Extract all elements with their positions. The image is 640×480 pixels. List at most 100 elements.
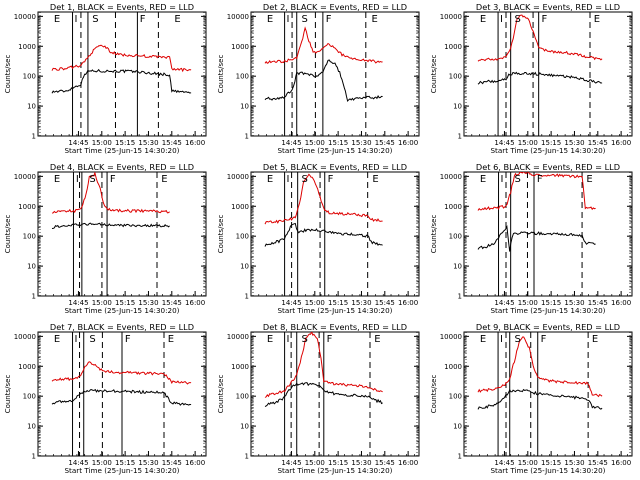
interval-marker-label: E	[480, 334, 486, 345]
plot-area: I S F E E	[465, 332, 631, 456]
y-tick-label: 1000	[18, 203, 36, 211]
interval-marker-label: F	[327, 334, 333, 345]
interval-marker-label: F	[326, 14, 332, 25]
plot-frame	[463, 11, 633, 137]
y-tick-label: 1	[32, 293, 36, 301]
x-tick-label: 15:15	[328, 459, 348, 467]
lld-series-line	[264, 173, 383, 225]
x-tick-label: 15:30	[564, 139, 584, 147]
x-tick-label: 15:15	[328, 299, 348, 307]
plot-area: I S F E E	[252, 172, 418, 296]
x-tick-label: 15:30	[564, 459, 584, 467]
x-tick-label: 15:00	[518, 459, 538, 467]
y-axis-label: Counts/sec	[217, 55, 225, 94]
interval-marker-label: S	[92, 14, 98, 25]
x-tick-label: 15:45	[162, 139, 182, 147]
y-tick-label: 1	[458, 133, 462, 141]
lld-series-line	[51, 172, 170, 214]
interval-marker-label: E	[586, 174, 592, 185]
y-tick-label: 1	[32, 133, 36, 141]
x-tick-label: 16:00	[611, 459, 631, 467]
events-series-line	[264, 382, 383, 407]
interval-marker-label: I	[500, 14, 503, 25]
x-tick-label: 14:45	[68, 299, 88, 307]
detector-panel-8: Det 8, BLACK = Events, RED = LLD Counts/s…	[217, 322, 420, 475]
interval-marker-label: I	[287, 334, 290, 345]
detector-panel-3: Det 3, BLACK = Events, RED = LLD Counts/s…	[430, 2, 633, 155]
x-tick-label: 15:30	[351, 299, 371, 307]
x-tick-label: 15:30	[138, 299, 158, 307]
y-tick-label: 10	[27, 423, 36, 431]
interval-marker-label: E	[267, 14, 273, 25]
x-tick-label: 15:45	[588, 139, 608, 147]
interval-marker-label: E	[480, 14, 486, 25]
interval-marker-label: E	[168, 334, 174, 345]
x-tick-label: 15:15	[328, 139, 348, 147]
interval-marker-label: I	[76, 174, 79, 185]
x-axis-label: Start Time (25-Jun-15 14:30:20)	[490, 306, 605, 315]
y-axis-label: Counts/sec	[430, 215, 438, 254]
y-tick-label: 10	[453, 103, 462, 111]
lld-series-line	[51, 44, 192, 73]
y-tick-label: 10000	[227, 13, 249, 21]
y-tick-label: 1000	[18, 363, 36, 371]
lld-series-line	[264, 26, 383, 64]
y-tick-label: 1	[32, 453, 36, 461]
y-tick-label: 1	[245, 133, 249, 141]
interval-marker-label: S	[514, 174, 520, 185]
panel-title: Det 1, BLACK = Events, RED = LLD	[50, 2, 194, 12]
detector-panel-9: Det 9, BLACK = Events, RED = LLD Counts/s…	[430, 322, 633, 475]
y-axis-label: Counts/sec	[217, 375, 225, 414]
y-tick-label: 100	[23, 233, 36, 241]
interval-marker-label: I	[287, 14, 290, 25]
interval-marker-label: F	[125, 334, 131, 345]
y-tick-label: 1	[245, 293, 249, 301]
y-tick-label: 1000	[231, 203, 249, 211]
y-tick-label: 1000	[444, 363, 462, 371]
interval-marker-label: S	[514, 334, 520, 345]
y-tick-label: 1000	[444, 43, 462, 51]
plot-area: I S F E E	[465, 172, 631, 296]
y-tick-label: 100	[236, 233, 249, 241]
interval-marker-label: E	[267, 334, 273, 345]
interval-marker-label: E	[174, 14, 180, 25]
x-tick-label: 15:30	[564, 299, 584, 307]
y-axis-label: Counts/sec	[430, 55, 438, 94]
events-series-line	[51, 68, 192, 94]
y-tick-label: 10	[240, 103, 249, 111]
interval-marker-label: E	[54, 334, 60, 345]
panel-title: Det 6, BLACK = Events, RED = LLD	[476, 162, 620, 172]
interval-marker-label: F	[140, 14, 146, 25]
y-tick-label: 10000	[14, 173, 36, 181]
interval-marker-label: E	[267, 174, 273, 185]
events-series-line	[477, 388, 603, 410]
x-axis-label: Start Time (25-Jun-15 14:30:20)	[490, 146, 605, 155]
x-tick-label: 16:00	[185, 139, 205, 147]
y-tick-label: 100	[449, 233, 462, 241]
events-series-line	[264, 59, 383, 103]
y-tick-label: 1000	[231, 43, 249, 51]
plot-area: I S F E E	[252, 12, 418, 136]
x-axis-label: Start Time (25-Jun-15 14:30:20)	[277, 466, 392, 475]
y-tick-label: 1	[458, 293, 462, 301]
x-tick-label: 15:15	[115, 459, 135, 467]
plot-frame	[37, 171, 207, 297]
y-tick-label: 100	[23, 73, 36, 81]
y-tick-label: 1	[458, 453, 462, 461]
lld-series-line	[477, 336, 603, 398]
interval-marker-label: F	[541, 334, 547, 345]
x-tick-label: 15:45	[588, 299, 608, 307]
x-tick-label: 15:00	[305, 139, 325, 147]
interval-marker-label: E	[372, 174, 378, 185]
x-tick-label: 15:15	[541, 299, 561, 307]
x-tick-label: 15:30	[351, 459, 371, 467]
y-axis-label: Counts/sec	[4, 375, 12, 414]
detector-panel-2: Det 2, BLACK = Events, RED = LLD Counts/s…	[217, 2, 420, 155]
plot-area: I S F E E	[252, 332, 418, 456]
x-tick-label: 15:45	[588, 459, 608, 467]
x-tick-label: 15:15	[115, 139, 135, 147]
lld-series-line	[477, 172, 596, 211]
y-tick-label: 100	[236, 393, 249, 401]
y-axis-label: Counts/sec	[217, 215, 225, 254]
x-tick-label: 16:00	[611, 139, 631, 147]
